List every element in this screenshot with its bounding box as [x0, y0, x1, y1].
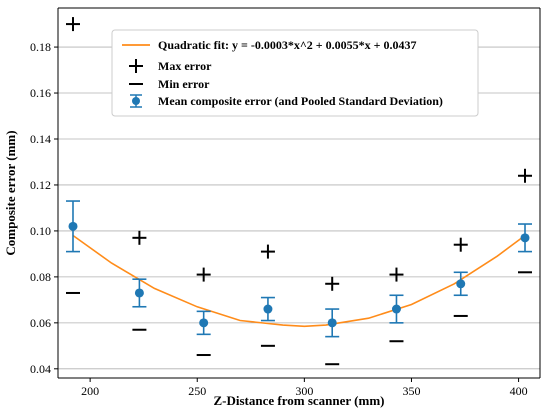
y-tick-label: 0.10 — [30, 224, 51, 238]
y-tick-label: 0.18 — [30, 40, 51, 54]
mean-point — [327, 318, 337, 328]
mean-point — [391, 304, 401, 314]
y-tick-label: 0.12 — [30, 178, 51, 192]
x-axis-label: Z-Distance from scanner (mm) — [213, 393, 384, 408]
max-error-marker — [132, 230, 147, 245]
max-error-marker — [260, 244, 275, 259]
fit-curve — [72, 234, 526, 328]
mean-errorbar — [325, 308, 340, 338]
max-error-marker — [518, 168, 533, 183]
legend-fit-label: Quadratic fit: y = -0.0003*x^2 + 0.0055*… — [158, 38, 416, 52]
mean-errorbar — [518, 223, 533, 253]
y-tick-label: 0.08 — [30, 270, 51, 284]
y-tick-label: 0.14 — [30, 132, 51, 146]
mean-point — [134, 288, 144, 298]
x-tick-label: 350 — [402, 384, 420, 398]
legend-mean-swatch — [130, 94, 142, 108]
mean-errorbar — [453, 271, 468, 297]
fit-layer — [72, 234, 526, 328]
legend-min-label: Min error — [158, 77, 210, 91]
max-error-marker — [196, 267, 211, 282]
max-error-marker — [389, 267, 404, 282]
mean-point — [199, 318, 209, 328]
mean-errorbar — [65, 200, 80, 253]
max-error-marker — [65, 17, 80, 32]
mean-errorbar — [196, 310, 211, 336]
legend: Quadratic fit: y = -0.0003*x^2 + 0.0055*… — [111, 29, 479, 117]
mean-errorbar — [260, 296, 275, 322]
x-tick-label: 250 — [188, 384, 206, 398]
mean-errorbar — [389, 294, 404, 324]
mean-errorbar — [132, 278, 147, 308]
x-tick-label: 400 — [510, 384, 528, 398]
legend-mean-label: Mean composite error (and Pooled Standar… — [158, 94, 443, 108]
legend-max-swatch — [129, 59, 143, 73]
legend-box — [111, 29, 479, 117]
axis-layer — [57, 7, 541, 379]
mean-point — [520, 233, 530, 243]
legend-max-label: Max error — [158, 59, 212, 73]
y-tick-label: 0.06 — [30, 316, 51, 330]
mean-point — [68, 221, 78, 231]
y-tick-label: 0.16 — [30, 86, 51, 100]
y-tick-label: 0.04 — [30, 362, 51, 376]
max-error-marker — [325, 276, 340, 291]
x-tick-label: 200 — [81, 384, 99, 398]
tick-layer: 0.04 0.06 0.08 0.10 0.12 0.14 0.16 0.18 200 250 30… — [30, 40, 528, 398]
y-axis-label: Composite error (mm) — [3, 130, 18, 255]
mean-point — [456, 279, 466, 289]
max-error-marker — [453, 237, 468, 252]
marker-layer — [65, 17, 533, 366]
x-tick-label: 300 — [295, 384, 313, 398]
mean-point — [263, 304, 273, 314]
